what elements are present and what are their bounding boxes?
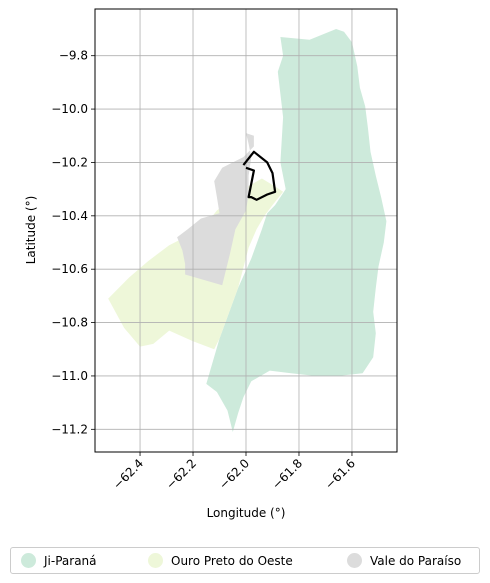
x-tick-label: −62.4 bbox=[110, 456, 146, 492]
x-axis-title: Longitude (°) bbox=[207, 506, 286, 520]
x-tick-label: −62.0 bbox=[216, 456, 252, 492]
y-tick-label: −10.0 bbox=[51, 102, 88, 116]
legend-label: Vale do Paraíso bbox=[370, 553, 462, 568]
y-tick-label: −9.8 bbox=[59, 49, 88, 63]
y-tick-label: −11.0 bbox=[51, 369, 88, 383]
legend-marker-icon bbox=[347, 553, 362, 568]
x-tick-label: −61.6 bbox=[322, 456, 358, 492]
legend-marker-icon bbox=[148, 553, 163, 568]
y-tick-label: −10.8 bbox=[51, 316, 88, 330]
y-tick-label: −11.2 bbox=[51, 422, 88, 436]
y-tick-label: −10.4 bbox=[51, 209, 88, 223]
grid-layer bbox=[95, 9, 397, 452]
y-tick-label: −10.6 bbox=[51, 262, 88, 276]
legend-item-ouro-preto-do-oeste: Ouro Preto do Oeste bbox=[148, 553, 293, 568]
x-axis: −62.4 −62.2 −62.0 −61.8 −61.6 bbox=[110, 452, 358, 492]
outline-layer bbox=[242, 150, 277, 201]
region-layer bbox=[108, 29, 387, 432]
highlight-outline bbox=[242, 150, 277, 201]
x-tick-label: −61.8 bbox=[269, 456, 305, 492]
region-vale-do-paraiso bbox=[177, 133, 254, 286]
legend-label: Ji-Paraná bbox=[44, 553, 97, 568]
legend-label: Ouro Preto do Oeste bbox=[171, 553, 293, 568]
region-ji-parana bbox=[206, 29, 387, 432]
y-axis: −9.8 −10.0 −10.2 −10.4 −10.6 −10.8 −11.0 −11.2 bbox=[51, 49, 95, 436]
y-axis-title: Latitude (°) bbox=[24, 196, 38, 265]
legend-marker-icon bbox=[21, 553, 36, 568]
legend-item-vale-do-paraiso: Vale do Paraíso bbox=[347, 553, 461, 568]
y-tick-label: −10.2 bbox=[51, 155, 88, 169]
x-tick-label: −62.2 bbox=[163, 456, 199, 492]
legend-item-ji-parana: Ji-Paraná bbox=[21, 553, 97, 568]
legend: Ji-Paraná Ouro Preto do Oeste Vale do Pa… bbox=[10, 547, 480, 574]
